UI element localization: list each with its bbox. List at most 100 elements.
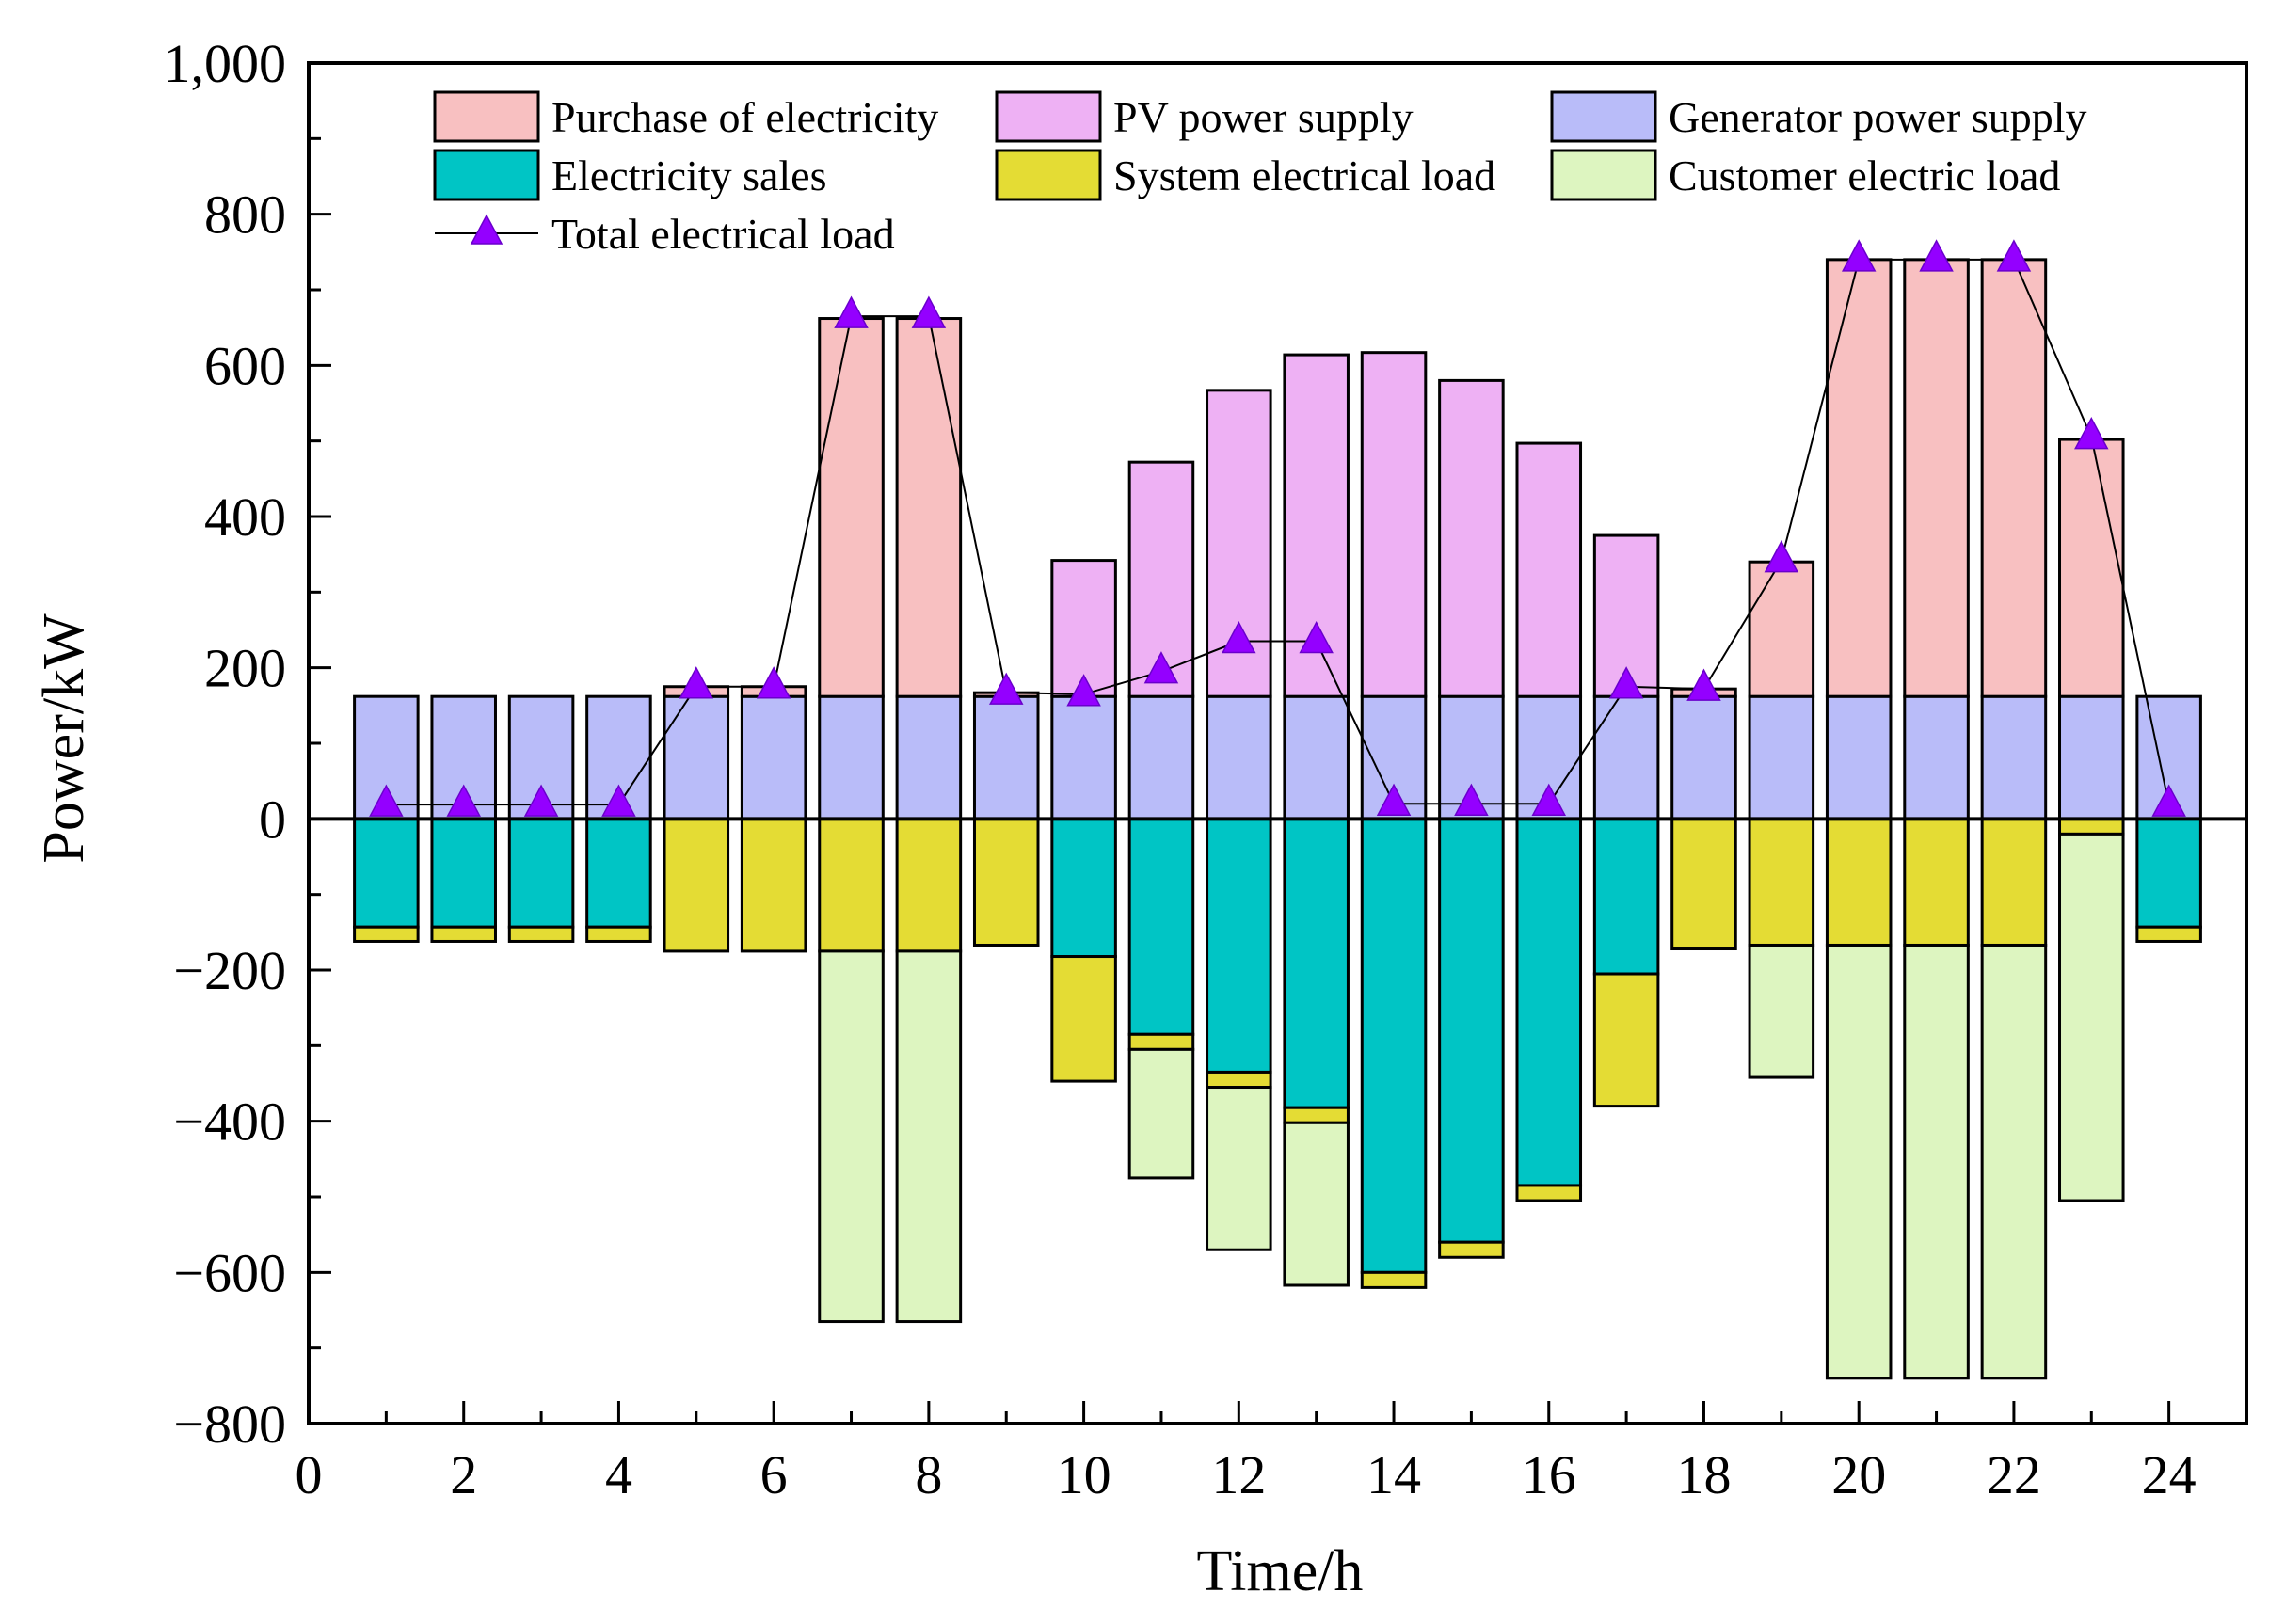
bar-customer-electric-load-11 — [1127, 1047, 1195, 1180]
bar-system-electrical-load-16 — [1515, 1184, 1583, 1202]
x-tick-label: 0 — [296, 1444, 323, 1505]
bar-generator-power-supply-12 — [1206, 694, 1272, 820]
legend: Purchase of electricity PV power supply Ge… — [433, 90, 2087, 258]
total-load-point-22 — [1996, 239, 2032, 272]
bar-electricity-sales-3 — [507, 817, 575, 929]
total-load-point-17 — [1608, 666, 1644, 699]
y-tick-label: 600 — [204, 335, 286, 396]
total-load-point-24 — [2151, 784, 2186, 817]
bar-electricity-sales-11 — [1127, 817, 1195, 1036]
bar-system-electrical-load-6 — [740, 817, 807, 953]
bar-customer-electric-load-8 — [895, 949, 963, 1324]
legend-swatch-customer-electric-load — [1550, 149, 1657, 201]
bar-customer-electric-load-19 — [1748, 943, 1815, 1079]
legend-label-electricity-sales: Electricity sales — [551, 151, 827, 199]
bar-system-electrical-load-11 — [1127, 1032, 1195, 1051]
total-load-point-1 — [369, 784, 404, 817]
bar-system-electrical-load-13 — [1283, 1106, 1350, 1124]
legend-label-total-electrical-load: Total electrical load — [551, 210, 895, 258]
legend-swatch-system-electrical-load — [995, 149, 1102, 201]
total-load-point-10 — [1066, 674, 1101, 707]
bar-customer-electric-load-13 — [1283, 1121, 1350, 1287]
bar-pv-power-supply-10 — [1050, 559, 1117, 698]
bar-purchase-of-electricity-19 — [1748, 560, 1815, 698]
legend-label-customer-electric-load: Customer electric load — [1669, 151, 2060, 199]
bar-system-electrical-load-15 — [1438, 1240, 1505, 1259]
bar-system-electrical-load-24 — [2135, 925, 2202, 943]
bar-system-electrical-load-23 — [2058, 817, 2125, 836]
bar-purchase-of-electricity-8 — [895, 317, 963, 698]
bar-system-electrical-load-7 — [818, 817, 885, 953]
bar-electricity-sales-17 — [1592, 817, 1660, 976]
x-tick-label: 4 — [605, 1444, 632, 1505]
bar-customer-electric-load-20 — [1825, 943, 1893, 1380]
bar-customer-electric-load-22 — [1980, 943, 2048, 1380]
x-tick-label: 20 — [1831, 1444, 1886, 1505]
x-tick-label: 24 — [2142, 1444, 2197, 1505]
bar-system-electrical-load-8 — [895, 817, 963, 953]
total-load-point-13 — [1299, 620, 1334, 654]
x-tick-label: 12 — [1211, 1444, 1266, 1505]
x-tick-label: 14 — [1366, 1444, 1421, 1505]
total-load-point-11 — [1143, 651, 1179, 684]
bar-system-electrical-load-10 — [1050, 955, 1117, 1083]
y-tick-label: 0 — [259, 788, 286, 850]
bar-electricity-sales-2 — [430, 817, 497, 929]
total-load-point-18 — [1686, 668, 1721, 701]
bar-customer-electric-load-21 — [1903, 943, 1970, 1380]
total-load-point-7 — [834, 295, 869, 328]
total-load-point-12 — [1222, 620, 1256, 654]
x-tick-label: 10 — [1057, 1444, 1111, 1505]
bar-system-electrical-load-17 — [1592, 972, 1660, 1108]
bar-generator-power-supply-6 — [740, 694, 807, 820]
total-load-point-3 — [523, 784, 559, 817]
x-axis-title: Time/h — [1197, 1539, 1364, 1603]
legend-swatch-electricity-sales — [433, 149, 540, 201]
y-tick-label: −800 — [173, 1393, 286, 1455]
legend-swatch-purchase-of-electricity — [433, 90, 540, 143]
bar-electricity-sales-12 — [1206, 817, 1272, 1074]
bar-purchase-of-electricity-22 — [1980, 258, 2048, 698]
bar-system-electrical-load-3 — [507, 925, 575, 943]
total-load-line-layer — [369, 239, 2186, 817]
bars-layer — [353, 258, 2202, 1380]
bar-pv-power-supply-15 — [1438, 378, 1505, 698]
total-load-point-16 — [1531, 783, 1567, 817]
bar-electricity-sales-1 — [353, 817, 420, 929]
y-tick-label: 800 — [204, 184, 286, 246]
legend-label-system-electrical-load: System electrical load — [1113, 151, 1495, 199]
y-tick-label: 1,000 — [164, 33, 287, 94]
bar-generator-power-supply-22 — [1980, 694, 2048, 820]
total-load-point-20 — [1841, 239, 1877, 272]
bar-electricity-sales-4 — [585, 817, 652, 929]
total-load-point-15 — [1454, 783, 1489, 817]
bar-customer-electric-load-23 — [2058, 832, 2125, 1202]
y-tick-label: −400 — [173, 1091, 286, 1153]
bar-customer-electric-load-12 — [1206, 1086, 1272, 1251]
bar-generator-power-supply-23 — [2058, 694, 2125, 820]
bar-generator-power-supply-21 — [1903, 694, 1970, 820]
bar-generator-power-supply-9 — [972, 694, 1040, 820]
bar-system-electrical-load-14 — [1360, 1270, 1428, 1289]
bar-system-electrical-load-22 — [1980, 817, 2048, 947]
bar-customer-electric-load-7 — [818, 949, 885, 1324]
bar-pv-power-supply-14 — [1360, 351, 1428, 698]
y-tick-label: 400 — [204, 486, 286, 548]
bar-generator-power-supply-11 — [1127, 694, 1195, 820]
bar-generator-power-supply-17 — [1592, 694, 1660, 820]
bar-generator-power-supply-10 — [1050, 694, 1117, 820]
bar-system-electrical-load-9 — [972, 817, 1040, 947]
legend-label-purchase-of-electricity: Purchase of electricity — [551, 93, 938, 141]
bar-electricity-sales-15 — [1438, 817, 1505, 1244]
bar-electricity-sales-16 — [1515, 817, 1583, 1187]
x-tick-label: 18 — [1676, 1444, 1731, 1505]
bar-purchase-of-electricity-23 — [2058, 438, 2125, 698]
bar-pv-power-supply-16 — [1515, 441, 1583, 698]
total-load-point-23 — [2074, 417, 2109, 450]
bar-purchase-of-electricity-21 — [1903, 258, 1970, 698]
bar-system-electrical-load-5 — [663, 817, 730, 953]
total-load-point-9 — [988, 672, 1024, 705]
bar-electricity-sales-24 — [2135, 817, 2202, 929]
bar-electricity-sales-10 — [1050, 817, 1117, 959]
